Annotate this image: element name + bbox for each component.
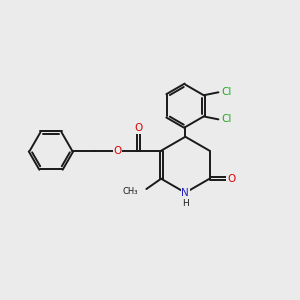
Text: CH₃: CH₃: [122, 188, 138, 196]
Text: H: H: [182, 200, 189, 208]
Text: Cl: Cl: [221, 114, 231, 124]
Text: N: N: [182, 188, 189, 198]
Text: O: O: [227, 174, 235, 184]
Text: O: O: [113, 146, 122, 156]
Text: Cl: Cl: [221, 87, 231, 97]
Text: O: O: [134, 123, 142, 134]
